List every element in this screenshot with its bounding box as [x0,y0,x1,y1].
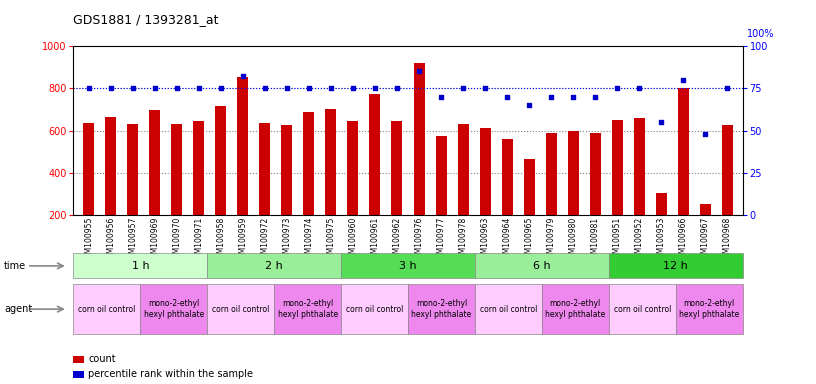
Bar [633,118,645,215]
Point [193,85,206,91]
Point [698,131,712,137]
Point [721,85,734,91]
Bar [655,193,667,215]
Bar [480,128,490,215]
Point [654,119,667,125]
Point [610,85,623,91]
Point [369,85,382,91]
Bar [127,124,139,215]
Text: 100%: 100% [747,29,774,39]
Point [456,85,469,91]
Bar [721,125,733,215]
Text: 3 h: 3 h [399,261,417,271]
Point [676,77,690,83]
Point [478,85,491,91]
Text: corn oil control: corn oil control [212,305,269,314]
Text: corn oil control: corn oil control [480,305,537,314]
Text: mono-2-ethyl
hexyl phthalate: mono-2-ethyl hexyl phthalate [545,300,605,319]
Point [544,94,557,100]
Text: mono-2-ethyl
hexyl phthalate: mono-2-ethyl hexyl phthalate [144,300,204,319]
Bar [502,139,512,215]
Text: 6 h: 6 h [533,261,551,271]
Text: GDS1881 / 1393281_at: GDS1881 / 1393281_at [73,13,219,26]
Point [325,85,338,91]
Bar [436,136,446,215]
Bar [193,121,204,215]
Bar [612,120,623,215]
Bar [414,63,424,215]
Point [412,68,425,74]
Point [126,85,140,91]
Text: corn oil control: corn oil control [346,305,403,314]
Bar [370,94,380,215]
Point [303,85,316,91]
Bar [524,159,534,215]
Point [259,85,272,91]
Text: count: count [88,354,116,364]
Point [104,85,118,91]
Text: 2 h: 2 h [265,261,283,271]
Point [500,94,513,100]
Bar [392,121,402,215]
Bar [237,77,248,215]
Text: 1 h: 1 h [131,261,149,271]
Text: mono-2-ethyl
hexyl phthalate: mono-2-ethyl hexyl phthalate [679,300,739,319]
Bar [171,124,183,215]
Bar [590,132,601,215]
Point [566,94,579,100]
Text: time: time [4,261,26,271]
Point [237,73,250,79]
Bar [699,204,711,215]
Bar [83,123,95,215]
Bar [546,132,557,215]
Point [82,85,95,91]
Text: agent: agent [4,304,33,314]
Bar [348,121,358,215]
Text: mono-2-ethyl
hexyl phthalate: mono-2-ethyl hexyl phthalate [277,300,338,319]
Text: corn oil control: corn oil control [614,305,671,314]
Bar [259,123,270,215]
Point [171,85,184,91]
Text: percentile rank within the sample: percentile rank within the sample [88,369,253,379]
Point [391,85,404,91]
Bar [149,111,161,215]
Bar [326,109,336,215]
Point [434,94,447,100]
Bar [304,111,314,215]
Bar [215,106,226,215]
Bar [282,125,292,215]
Point [632,85,645,91]
Bar [677,88,689,215]
Point [215,85,228,91]
Point [347,85,360,91]
Point [149,85,162,91]
Point [588,94,601,100]
Bar [568,131,579,215]
Bar [105,117,117,215]
Text: corn oil control: corn oil control [78,305,135,314]
Text: mono-2-ethyl
hexyl phthalate: mono-2-ethyl hexyl phthalate [411,300,472,319]
Bar [458,124,468,215]
Point [522,102,535,108]
Text: 12 h: 12 h [663,261,688,271]
Point [281,85,294,91]
